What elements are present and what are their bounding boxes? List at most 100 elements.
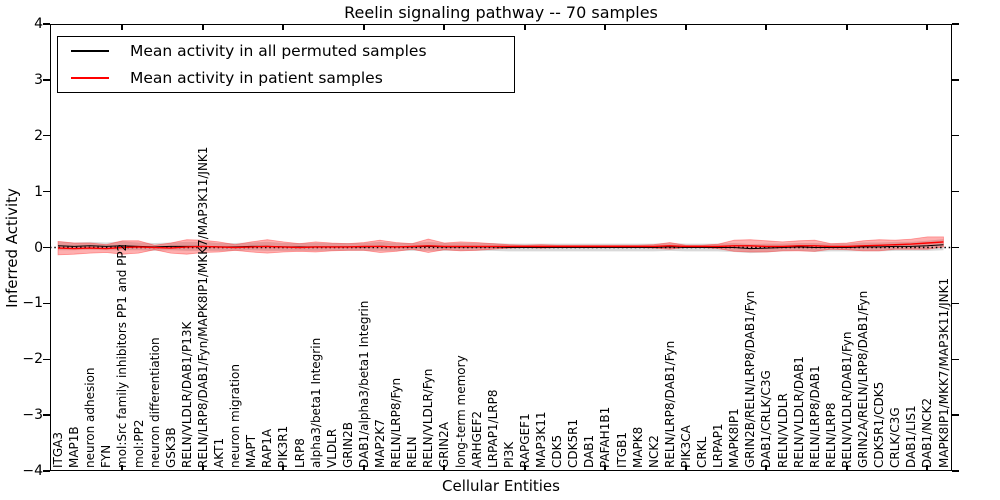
x-category-label: GRIN2A (437, 422, 452, 468)
y-tick-label: 4 (34, 16, 43, 32)
y-tick-mark-right (952, 414, 959, 416)
x-category-label: LRPAP1 (711, 423, 726, 468)
legend-label-permuted: Mean activity in all permuted samples (130, 42, 427, 60)
x-tick-mark-bottom (524, 465, 526, 471)
x-category-label: RELN/VLDLR/DAB1/Fyn (839, 331, 854, 468)
x-category-label: long-term memory (453, 355, 468, 468)
x-category-label: MAP1B (67, 426, 82, 468)
x-category-label: RAPGEF1 (517, 413, 532, 468)
x-tick-mark-bottom (604, 465, 606, 471)
x-category-label: CDK5R1 (566, 418, 581, 468)
x-category-label: CDK5 (550, 434, 565, 468)
x-category-label: GRIN2A/RELN/LRP8/DAB1/Fyn (856, 290, 870, 468)
x-category-label: RELN/LRP8/Fyn (389, 377, 404, 468)
x-category-label: MAP3K11 (534, 411, 548, 468)
legend-label-patient: Mean activity in patient samples (130, 69, 383, 87)
x-category-label: ITGA3 (51, 431, 65, 468)
x-category-label: PIK3R1 (276, 425, 291, 468)
x-category-label: mol:Src family inhibitors PP1 and PP2 (115, 243, 130, 468)
y-tick-mark-left (43, 23, 50, 25)
x-category-label: neuron adhesion (83, 367, 98, 468)
y-tick-mark-right (952, 246, 959, 249)
x-category-label: DAB1/alpha3/beta1 Integrin (356, 300, 371, 468)
legend-entry-permuted: Mean activity in all permuted samples (58, 38, 514, 64)
x-tick-mark-top (524, 24, 526, 30)
x-category-label: RELN/LRP8/DAB1/Fyn (662, 340, 677, 468)
x-axis-title: Cellular Entities (442, 477, 560, 495)
x-category-label: RELN/LRP8/DAB1/Fyn/MAPK8IP1/MKK7/MAP3K11… (195, 146, 210, 468)
x-category-label: CRKL (695, 436, 709, 468)
x-category-label: RELN/VLDLR/DAB1/P13K (179, 321, 194, 468)
x-category-label: DAB1/CRLK/C3G (759, 370, 774, 468)
x-category-label: MAP2K7 (373, 419, 387, 468)
x-category-label: MAPK8IP1 (727, 408, 742, 468)
y-tick-mark-left (43, 358, 50, 360)
x-category-label: PI3K (501, 441, 516, 468)
x-tick-mark-bottom (685, 465, 687, 471)
y-tick-label: −2 (22, 351, 43, 368)
x-tick-mark-top (685, 24, 687, 30)
y-tick-mark-left (43, 246, 50, 249)
x-tick-mark-top (846, 24, 848, 30)
x-tick-mark-bottom (765, 465, 767, 471)
legend-entry-patient: Mean activity in patient samples (58, 65, 514, 91)
x-tick-mark-bottom (443, 465, 445, 471)
patient-mean-line (57, 241, 944, 250)
x-tick-mark-top (765, 24, 767, 30)
x-category-label: RAP1A (260, 428, 275, 468)
x-category-label: RELN (405, 436, 420, 468)
y-tick-mark-left (43, 414, 50, 416)
legend-line-black (71, 50, 109, 52)
x-category-label: AKT1 (212, 437, 226, 468)
x-category-label: neuron differentiation (147, 337, 162, 468)
x-category-label: LRP8 (292, 438, 307, 468)
y-tick-label: 1 (34, 183, 43, 200)
x-tick-mark-top (604, 24, 606, 30)
y-tick-mark-left (43, 190, 50, 193)
y-tick-mark-right (952, 79, 959, 81)
x-category-label: RELN/VLDLR/Fyn (421, 368, 436, 468)
x-category-label: MAPK8IP1/MKK7/MAP3K11/JNK1 (936, 277, 951, 468)
legend-box: Mean activity in all permuted samples Me… (57, 36, 515, 93)
x-category-label: FYN (99, 444, 114, 468)
x-category-label: PIK3CA (678, 425, 693, 468)
x-category-label: DAB1/NCK2 (920, 397, 935, 468)
x-category-label: VLDLR (324, 428, 339, 468)
x-category-label: NCK2 (646, 435, 661, 468)
x-category-label: MAPT (244, 434, 259, 468)
y-tick-mark-right (952, 358, 959, 360)
x-category-label: RELN/LRP8/DAB1 (807, 365, 822, 468)
chart-title: Reelin signaling pathway -- 70 samples (344, 3, 658, 22)
x-tick-mark-bottom (926, 465, 928, 471)
x-tick-mark-bottom (846, 465, 848, 471)
y-tick-label: 3 (34, 71, 43, 88)
x-category-label: neuron migration (228, 364, 243, 468)
y-tick-mark-right (952, 302, 959, 305)
x-category-label: GSK3B (163, 427, 178, 468)
x-category-label: GRIN2B (340, 421, 355, 468)
x-category-label: RELN/VLDLR/DAB1 (791, 356, 806, 468)
y-tick-label: −1 (22, 295, 43, 312)
y-tick-mark-left (43, 79, 50, 81)
x-tick-mark-top (282, 24, 284, 30)
x-category-label: RELN/VLDLR (775, 393, 790, 468)
x-category-label: GRIN2B/RELN/LRP8/DAB1/Fyn (743, 290, 758, 468)
y-tick-label: 2 (34, 127, 43, 144)
x-tick-mark-bottom (282, 465, 284, 471)
y-tick-mark-right (952, 135, 959, 137)
x-tick-mark-top (363, 24, 365, 30)
y-tick-label: −3 (22, 407, 43, 424)
y-tick-mark-left (43, 135, 50, 137)
legend-line-red (71, 77, 109, 79)
x-tick-mark-bottom (363, 465, 365, 471)
y-tick-label: 0 (34, 239, 43, 256)
y-tick-mark-right (952, 190, 959, 193)
y-tick-mark-right (952, 470, 959, 472)
y-tick-mark-right (952, 23, 959, 25)
chart-svg (50, 236, 952, 256)
x-category-label: CDK5R1/CDK5 (872, 381, 887, 468)
x-category-label: LRPAP1/LRP8 (485, 389, 500, 468)
x-category-label: RELN/LRP8 (823, 402, 838, 468)
y-tick-label: −4 (22, 463, 43, 479)
